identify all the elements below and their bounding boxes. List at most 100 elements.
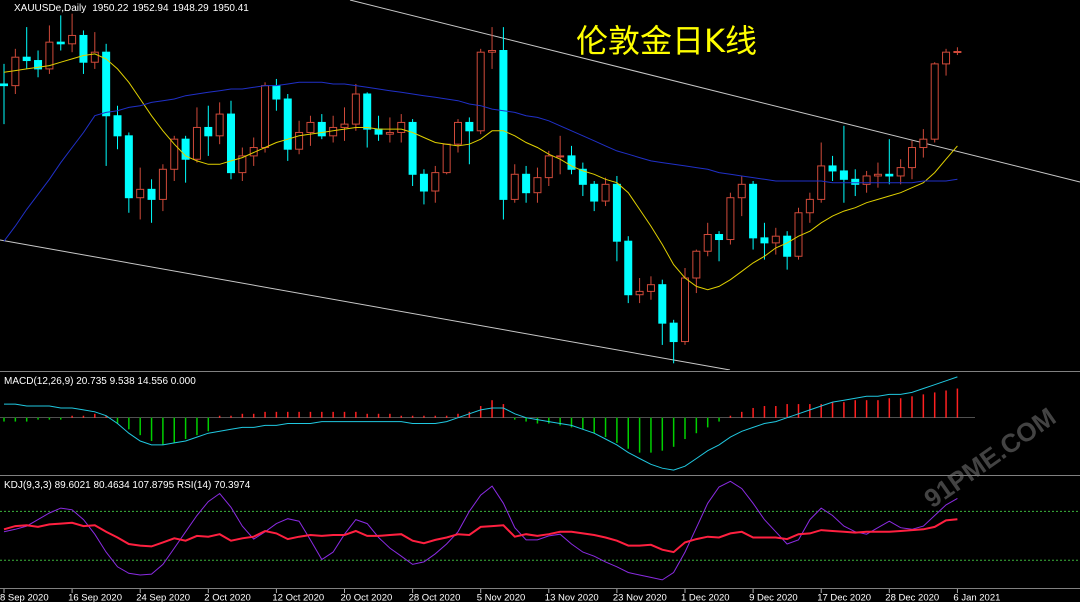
- candle-body: [896, 167, 905, 177]
- candle-body: [170, 138, 179, 170]
- channel: [0, 0, 1080, 370]
- candle-body: [794, 212, 803, 257]
- candle-body: [204, 126, 213, 137]
- candle-body: [34, 60, 43, 70]
- close-value: 1950.41: [213, 3, 250, 14]
- candle-body: [68, 34, 77, 45]
- candle-body: [158, 168, 167, 200]
- x-tick-label: 28 Oct 2020: [409, 593, 461, 602]
- x-tick-label: 2 Oct 2020: [204, 593, 250, 602]
- candle-body: [317, 121, 326, 137]
- candle-body: [942, 51, 951, 65]
- trend-line: [0, 239, 731, 370]
- candle-body: [953, 50, 962, 53]
- kdj-label: KDJ(9,3,3) 89.6021 80.4634 107.8795 RSI(…: [4, 480, 251, 491]
- candle-body: [930, 63, 939, 140]
- x-tick-label: 1 Dec 2020: [681, 593, 730, 602]
- candle-body: [590, 183, 599, 202]
- x-tick-label: 17 Dec 2020: [817, 593, 871, 602]
- chart-title: 伦敦金日K线: [576, 22, 757, 60]
- moving-average: [3, 53, 958, 291]
- candle-body: [295, 131, 304, 150]
- candle-body: [261, 85, 270, 149]
- candle-body: [669, 322, 678, 343]
- candle-body: [533, 177, 542, 194]
- candle-body: [476, 51, 485, 132]
- candle-body: [715, 234, 724, 241]
- candle-body: [192, 126, 201, 160]
- x-tick-label: 13 Nov 2020: [545, 593, 599, 602]
- x-tick-label: 8 Sep 2020: [0, 593, 49, 602]
- x-tick-label: 28 Dec 2020: [885, 593, 939, 602]
- low-value: 1948.29: [173, 3, 210, 14]
- candle-body: [408, 121, 417, 175]
- candle-body: [885, 173, 894, 177]
- x-tick-label: 24 Sep 2020: [136, 593, 190, 602]
- candle-body: [612, 183, 621, 242]
- candle-body: [805, 198, 814, 214]
- candle-body: [181, 138, 190, 160]
- candle-body: [283, 98, 292, 150]
- candle-body: [454, 121, 462, 145]
- candle-body: [102, 51, 111, 117]
- x-tick-label: 12 Oct 2020: [272, 593, 324, 602]
- candle-body: [839, 170, 848, 180]
- open-value: 1950.22: [92, 3, 129, 14]
- candle-body: [442, 143, 451, 174]
- candle-body: [726, 197, 735, 241]
- macd-label: MACD(12,26,9) 20.735 9.538 14.556 0.000: [4, 376, 196, 387]
- candle-body: [0, 83, 8, 87]
- candle-body: [635, 290, 644, 296]
- candle-body: [374, 128, 383, 135]
- candle-body: [737, 183, 746, 199]
- candle-body: [783, 235, 792, 257]
- candle-body: [488, 50, 497, 53]
- candle-body: [862, 175, 871, 185]
- candle-body: [45, 41, 54, 70]
- trend-line: [349, 0, 1080, 183]
- candle-body: [703, 234, 712, 252]
- candle-body: [749, 183, 758, 239]
- x-tick-label: 5 Nov 2020: [477, 593, 526, 602]
- candle-body: [340, 123, 349, 128]
- macd-line: [4, 376, 958, 471]
- oscillator-line: [3, 518, 958, 554]
- candle-body: [306, 121, 315, 133]
- candle-body: [238, 155, 247, 174]
- candle-body: [692, 250, 701, 279]
- candle-body: [544, 155, 553, 179]
- candle-body: [215, 113, 224, 137]
- candle-body: [817, 165, 826, 200]
- candle-body: [658, 284, 667, 324]
- candle-body: [908, 147, 916, 169]
- candle-body: [567, 155, 576, 170]
- candle-body: [272, 85, 281, 100]
- candle-body: [385, 131, 394, 135]
- x-tick-label: 9 Dec 2020: [749, 593, 798, 602]
- candle-body: [624, 240, 633, 296]
- candle-body: [828, 165, 837, 172]
- x-tick-label: 20 Oct 2020: [341, 593, 393, 602]
- candle-body: [227, 113, 235, 174]
- x-tick-label: 16 Sep 2020: [68, 593, 122, 602]
- candle-body: [56, 41, 65, 45]
- candle-body: [510, 173, 519, 200]
- moving-average: [3, 81, 958, 242]
- candle-body: [873, 173, 882, 177]
- x-tick-label: 23 Nov 2020: [613, 593, 667, 602]
- candle-body: [771, 235, 780, 244]
- candle-body: [522, 173, 531, 194]
- candle-body: [601, 183, 610, 202]
- candle-body: [90, 51, 99, 63]
- high-value: 1952.94: [132, 3, 169, 14]
- candle-body: [136, 188, 145, 199]
- x-tick-label: 6 Jan 2021: [953, 593, 1000, 602]
- oscillator-line: [3, 480, 958, 581]
- candle-body: [397, 121, 406, 133]
- candle-body: [124, 135, 133, 199]
- candle-body: [578, 168, 587, 185]
- candle-body: [646, 284, 655, 292]
- candle-body: [681, 277, 689, 343]
- candle-body: [363, 93, 372, 130]
- candle-body: [113, 115, 122, 137]
